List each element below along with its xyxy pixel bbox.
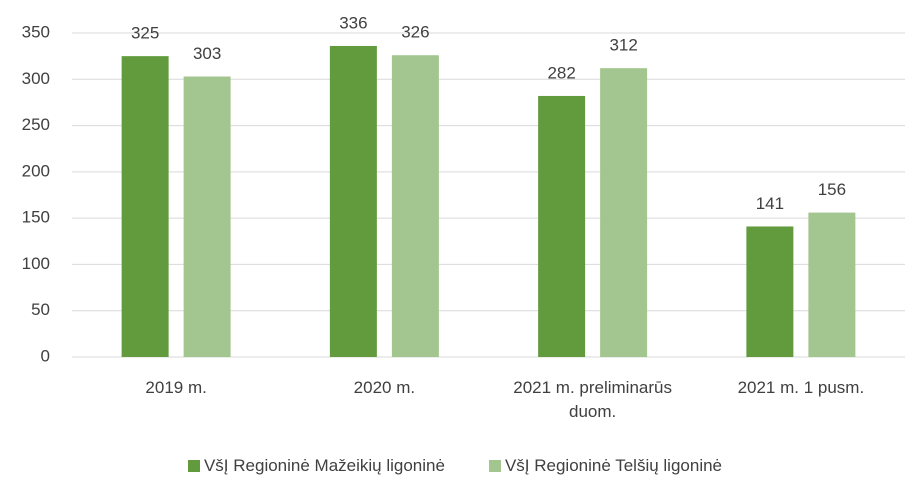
y-tick-label: 150 (22, 208, 50, 227)
data-label: 303 (193, 44, 221, 63)
legend-item: VšĮ Regioninė Mažeikių ligoninė (187, 456, 445, 476)
legend-swatch (488, 460, 501, 472)
data-label: 156 (818, 180, 846, 199)
legend-label: VšĮ Regioninė Telšių ligoninė (504, 456, 723, 475)
data-label: 141 (756, 194, 784, 213)
bar (746, 226, 794, 357)
x-tick-label: 2021 m. preliminarūs duom. (513, 378, 672, 421)
legend-swatch (187, 460, 200, 472)
bar (391, 55, 439, 358)
x-tick-label: 2020 m. (353, 378, 416, 397)
bar (183, 76, 231, 357)
y-tick-label: 250 (22, 115, 50, 134)
legend-label: VšĮ Regioninė Mažeikių ligoninė (203, 456, 445, 475)
y-tick-label: 300 (22, 69, 50, 88)
y-tick-label: 100 (22, 254, 50, 273)
data-label: 312 (609, 36, 637, 55)
data-label: 325 (131, 24, 159, 43)
x-tick-label: 2021 m. 1 pusm. (737, 378, 865, 397)
bar (121, 56, 169, 358)
bar (808, 212, 856, 357)
y-tick-label: 350 (22, 22, 50, 41)
data-label: 282 (547, 63, 575, 82)
bar (600, 68, 648, 358)
y-tick-label: 0 (41, 346, 50, 365)
bar (329, 45, 377, 358)
data-label: 336 (339, 13, 367, 32)
data-label: 326 (401, 23, 429, 42)
y-tick-label: 200 (22, 161, 50, 180)
legend-item: VšĮ Regioninė Telšių ligoninė (488, 456, 723, 476)
bar (538, 95, 586, 357)
y-tick-label: 50 (31, 300, 50, 319)
legend: VšĮ Regioninė Mažeikių ligoninė VšĮ Regio… (0, 456, 910, 476)
x-tick-label: 2019 m. (145, 378, 207, 397)
